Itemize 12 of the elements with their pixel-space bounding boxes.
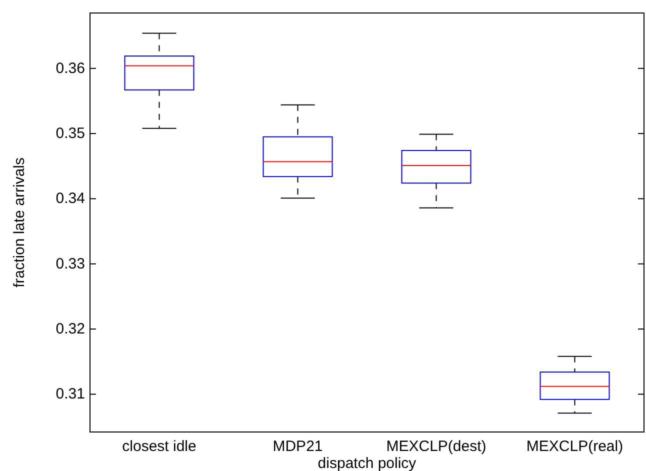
y-tick-label: 0.33: [56, 255, 85, 272]
y-tick-label: 0.34: [56, 190, 85, 208]
y-axis-title: fraction late arrivals: [11, 157, 28, 288]
x-tick-label: MDP21: [272, 438, 323, 455]
x-tick-label: closest idle: [122, 438, 196, 455]
y-tick-label: 0.35: [56, 125, 85, 142]
x-axis-title: dispatch policy: [318, 455, 417, 471]
y-tick-label: 0.36: [56, 60, 85, 77]
x-tick-label: MEXCLP(dest): [386, 438, 486, 455]
x-tick-label: MEXCLP(real): [526, 438, 624, 455]
y-tick-label: 0.31: [56, 386, 85, 403]
y-tick-label: 0.32: [56, 320, 85, 338]
